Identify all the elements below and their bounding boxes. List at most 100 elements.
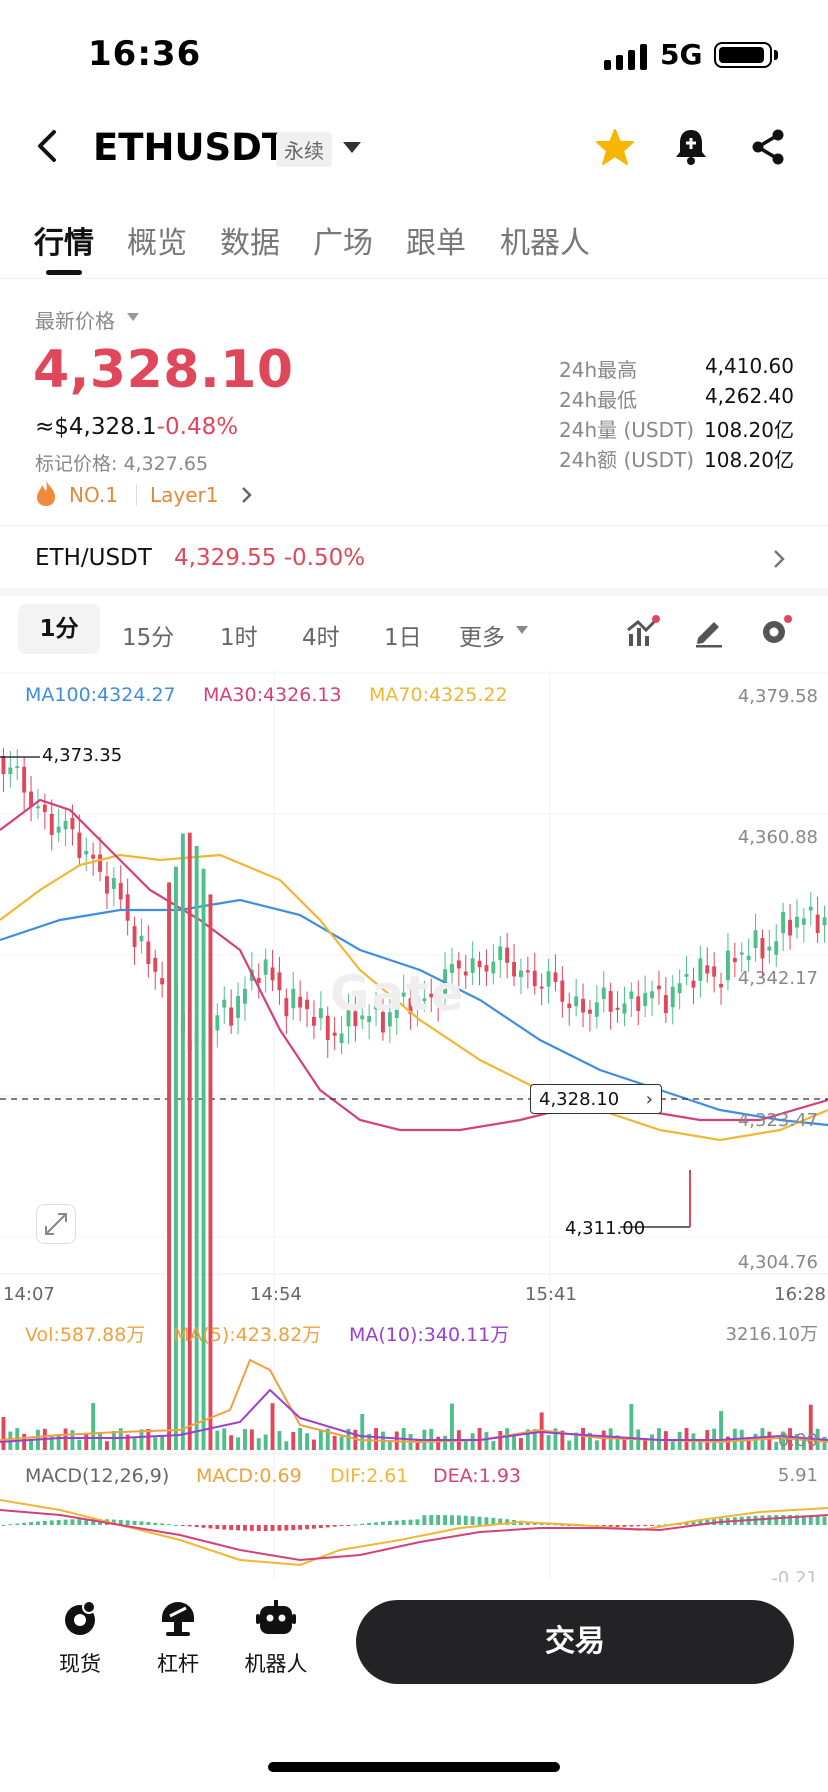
candle-body xyxy=(277,972,282,991)
candle-body xyxy=(374,1005,378,1010)
candle-body xyxy=(615,1007,620,1010)
candle-body xyxy=(463,971,468,976)
kline-chart[interactable] xyxy=(0,670,828,1580)
tab-square[interactable]: 广场 xyxy=(313,226,373,261)
mark-price-value: 4,327.65 xyxy=(123,453,209,475)
volume-bar xyxy=(360,1413,365,1450)
macd-bar xyxy=(705,1519,710,1525)
volume-bar xyxy=(822,1436,827,1450)
macd-bar xyxy=(63,1519,68,1525)
interval-15m[interactable]: 15分 xyxy=(122,625,175,651)
trade-button[interactable]: 交易 xyxy=(356,1600,794,1684)
macd-bar xyxy=(29,1522,33,1525)
chevron-right-icon[interactable] xyxy=(240,486,252,504)
volume-bar xyxy=(470,1433,475,1450)
volume-ma5-line xyxy=(0,1358,828,1444)
volume-bar xyxy=(284,1441,289,1450)
spot-price-change[interactable]: 4,329.55 -0.50% xyxy=(174,545,366,571)
main-tabs: 行情 概览 数据 广场 跟单 机器人 xyxy=(0,210,828,279)
interval-1m[interactable]: 1分 xyxy=(18,604,100,654)
volume-legend: Vol:587.88万 xyxy=(25,1324,146,1346)
candle-body xyxy=(222,999,227,1008)
macd-bar xyxy=(615,1525,620,1527)
tab-bots[interactable]: 机器人 xyxy=(500,226,590,261)
candle-body xyxy=(525,970,530,973)
volume-bar xyxy=(367,1433,372,1450)
interval-1d[interactable]: 1日 xyxy=(384,625,422,651)
sector-tag[interactable]: Layer1 xyxy=(150,483,219,507)
candle-body xyxy=(146,941,151,964)
macd-bar xyxy=(167,1524,171,1526)
tab-copy-trading[interactable]: 跟单 xyxy=(406,226,466,261)
y-tick: 4,360.88 xyxy=(737,827,818,848)
favorite-star-icon[interactable] xyxy=(595,128,635,166)
macd-bar xyxy=(484,1517,489,1525)
tab-market[interactable]: 行情 xyxy=(34,226,94,261)
macd-bar xyxy=(436,1515,441,1525)
rank-tag[interactable]: NO.1 xyxy=(69,483,118,507)
candle-body xyxy=(91,854,96,859)
share-icon[interactable] xyxy=(750,128,786,166)
macd-bar xyxy=(305,1525,309,1530)
volume-bar xyxy=(29,1438,33,1450)
fire-icon xyxy=(37,480,55,506)
pair-dropdown-icon[interactable] xyxy=(343,142,361,153)
volume-bar xyxy=(622,1437,627,1450)
candle-body xyxy=(470,958,475,973)
mark-price-line: 标记价格: 4,327.65 xyxy=(35,449,208,476)
bottom-bot[interactable]: 机器人 xyxy=(231,1598,321,1678)
macd-bar xyxy=(56,1519,61,1525)
volume-bar xyxy=(277,1431,282,1450)
spot-chevron-right-icon[interactable] xyxy=(772,549,786,569)
candle-body xyxy=(601,987,606,999)
candle-body xyxy=(608,991,613,1012)
section-gap xyxy=(0,588,828,596)
draw-pen-icon[interactable] xyxy=(692,614,726,648)
volume-bar xyxy=(56,1435,61,1450)
volume-bar xyxy=(746,1439,751,1450)
contract-type-badge: 永续 xyxy=(276,132,332,167)
candle-body xyxy=(560,980,565,1002)
interval-4h[interactable]: 4时 xyxy=(302,625,340,651)
candle-body xyxy=(291,988,296,1009)
tab-overview[interactable]: 概览 xyxy=(127,226,187,261)
candle-body xyxy=(284,998,289,1017)
watermark-logo: Gate xyxy=(330,966,466,1022)
macd-bar xyxy=(15,1523,20,1525)
tab-data[interactable]: 数据 xyxy=(220,226,280,261)
volume-ma10-line xyxy=(0,1388,828,1443)
macd-bar xyxy=(36,1521,40,1525)
bottom-margin[interactable]: 杠杆 xyxy=(133,1598,223,1678)
macd-bar xyxy=(463,1515,468,1525)
candle-body xyxy=(118,882,123,900)
volume-bar xyxy=(91,1403,96,1450)
macd-bar xyxy=(387,1521,392,1525)
interval-1h[interactable]: 1时 xyxy=(220,625,258,651)
candle-body xyxy=(532,970,537,987)
candle-body xyxy=(705,965,710,974)
volume-bar xyxy=(208,894,213,1450)
latest-price-caret-icon[interactable] xyxy=(127,313,139,321)
volume-bar xyxy=(105,1441,109,1450)
macd-bar xyxy=(187,1525,192,1527)
current-price-tag[interactable]: 4,328.10 › xyxy=(530,1084,662,1114)
macd-bar xyxy=(298,1525,303,1530)
more-caret-icon[interactable] xyxy=(516,626,528,634)
candle-body xyxy=(574,996,579,1007)
indicator-icon[interactable] xyxy=(626,614,660,648)
pair-title[interactable]: ETHUSDT xyxy=(93,126,288,169)
spot-pair[interactable]: ETH/USDT xyxy=(35,545,152,571)
bell-alert-icon[interactable] xyxy=(674,126,708,166)
volume-bar xyxy=(801,1438,806,1450)
latest-price-label[interactable]: 最新价格 xyxy=(35,309,115,333)
bottom-spot[interactable]: 现货 xyxy=(35,1598,125,1678)
interval-bar: 1分 15分 1时 4时 1日 更多 xyxy=(0,596,828,666)
interval-more[interactable]: 更多 xyxy=(459,625,505,651)
macd-bar xyxy=(125,1520,130,1525)
volume-bar xyxy=(194,846,199,1450)
volume-bar xyxy=(491,1441,496,1450)
settings-gear-icon[interactable] xyxy=(758,614,792,648)
back-icon[interactable] xyxy=(32,126,62,166)
macd-bar xyxy=(77,1519,82,1525)
fullscreen-expand-button[interactable] xyxy=(36,1204,76,1244)
